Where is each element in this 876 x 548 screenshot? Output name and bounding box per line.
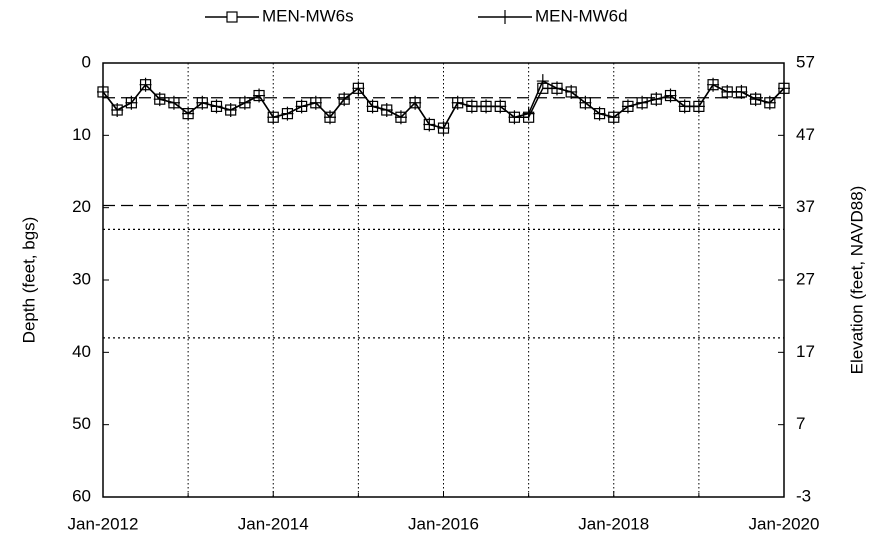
marker (380, 103, 393, 118)
marker (253, 88, 266, 103)
marker (678, 99, 691, 114)
y-tick-label: 40 (72, 342, 91, 361)
marker (238, 95, 251, 110)
marker (621, 99, 634, 114)
marker (607, 110, 620, 125)
marker (267, 110, 280, 125)
marker (409, 95, 422, 110)
legend-marker (226, 11, 238, 23)
marker (749, 92, 762, 107)
marker (210, 99, 223, 114)
marker (97, 84, 109, 99)
marker (309, 95, 322, 110)
y2-tick-label: 37 (796, 197, 815, 216)
marker (664, 88, 677, 103)
marker (324, 110, 336, 125)
marker (338, 92, 351, 107)
x-tick-label: Jan-2012 (68, 514, 139, 533)
marker (366, 99, 379, 114)
marker (182, 106, 195, 121)
y2-tick-label: 7 (796, 414, 805, 433)
y-tick-label: 10 (72, 125, 91, 144)
legend-label: MEN-MW6s (262, 6, 354, 25)
marker (451, 95, 464, 110)
y-tick-label: 50 (72, 414, 91, 433)
marker (522, 106, 535, 121)
marker (295, 99, 308, 114)
marker (167, 95, 180, 110)
legend-label: MEN-MW6d (535, 6, 628, 25)
marker (565, 84, 578, 99)
marker (480, 99, 493, 114)
y-tick-label: 20 (72, 197, 91, 216)
y2-tick-label: 17 (796, 342, 815, 361)
marker (394, 110, 407, 125)
marker (551, 81, 563, 96)
marker (707, 77, 720, 92)
y-axis-label: Depth (feet, bgs) (19, 217, 38, 344)
x-tick-label: Jan-2020 (749, 514, 820, 533)
marker (692, 99, 705, 114)
marker (423, 117, 436, 132)
y-tick-label: 0 (82, 52, 91, 71)
marker (139, 77, 152, 92)
marker (281, 106, 294, 121)
y2-tick-label: -3 (796, 486, 811, 505)
marker (593, 106, 606, 121)
y-tick-label: 30 (72, 269, 91, 288)
y2-tick-label: 57 (796, 52, 815, 71)
x-tick-label: Jan-2018 (578, 514, 649, 533)
x-tick-label: Jan-2016 (408, 514, 479, 533)
marker (494, 99, 507, 114)
marker (111, 103, 124, 118)
marker (437, 121, 450, 136)
marker (763, 95, 776, 110)
marker (196, 95, 209, 110)
y2-tick-label: 27 (796, 269, 815, 288)
marker (650, 92, 663, 107)
y2-tick-label: 47 (796, 125, 815, 144)
y2-axis-label: Elevation (feet, NAVD88) (847, 186, 866, 375)
marker (125, 95, 138, 110)
marker (579, 95, 592, 110)
marker (778, 81, 790, 96)
x-tick-label: Jan-2014 (238, 514, 309, 533)
y-tick-label: 60 (72, 486, 91, 505)
marker (636, 95, 649, 110)
marker (224, 103, 237, 118)
marker (508, 110, 521, 125)
marker (465, 99, 478, 114)
marker (735, 84, 748, 99)
marker (721, 84, 734, 99)
marker (352, 81, 365, 96)
marker (536, 74, 549, 89)
marker (153, 92, 166, 107)
